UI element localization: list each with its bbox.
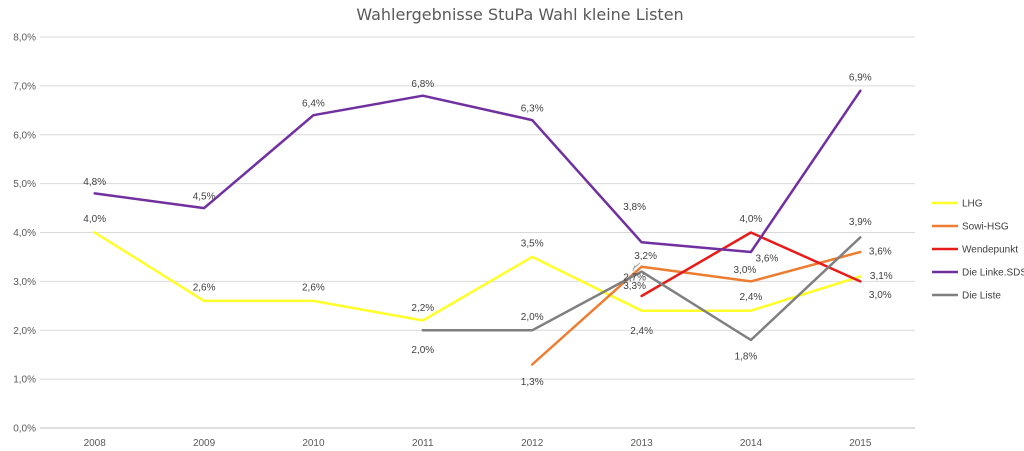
x-axis: 2008 2009 2010 2011 2012 2013 2014 2015: [84, 438, 872, 449]
leader-line: [632, 262, 641, 270]
x-tick-label: 2009: [193, 438, 216, 449]
x-tick-label: 2008: [84, 438, 107, 449]
series-line-3: [93, 89, 862, 254]
data-label: 2,0%: [411, 345, 434, 356]
y-tick-label: 8,0%: [13, 33, 36, 44]
series-line-2: [640, 231, 862, 298]
data-label: 3,6%: [756, 254, 779, 265]
data-label: 2,2%: [411, 303, 434, 314]
x-tick-label: 2011: [412, 438, 434, 449]
x-tick-label: 2013: [630, 438, 653, 449]
data-label: 2,0%: [521, 312, 544, 323]
y-tick-label: 7,0%: [13, 81, 36, 92]
x-tick-label: 2015: [849, 438, 872, 449]
data-label: 3,8%: [623, 202, 646, 213]
y-tick-label: 1,0%: [13, 375, 36, 386]
legend-label: Wendepunkt: [962, 245, 1018, 256]
x-tick-label: 2010: [302, 438, 325, 449]
data-label: 3,1%: [870, 271, 893, 282]
data-label: 1,3%: [521, 377, 544, 388]
data-label: 2,4%: [630, 326, 653, 337]
legend-label: LHG: [962, 199, 983, 210]
data-label: 3,0%: [734, 265, 757, 276]
data-label: 2,6%: [193, 282, 216, 293]
legend-label: Sowi-HSG: [962, 222, 1009, 233]
y-tick-label: 5,0%: [13, 179, 36, 190]
y-tick-label: 4,0%: [13, 228, 36, 239]
data-label: 6,3%: [521, 104, 544, 115]
data-label: 1,8%: [735, 352, 758, 363]
y-tick-label: 0,0%: [13, 424, 36, 435]
data-label: 3,5%: [521, 238, 544, 249]
data-label: 2,7%: [623, 273, 646, 284]
gridlines: [40, 36, 915, 429]
series-line-1: [530, 250, 862, 366]
legend-label: Die Linke.SDS: [962, 268, 1024, 279]
data-label: 4,5%: [193, 192, 216, 203]
data-label: 4,0%: [83, 214, 106, 225]
series-line-0: [93, 231, 862, 322]
data-label: 4,0%: [740, 214, 763, 225]
data-label: 3,0%: [869, 290, 892, 301]
data-label: 3,3%: [623, 281, 646, 292]
chart-title: Wahlergebnisse StuPa Wahl kleine Listen: [356, 5, 683, 24]
y-tick-label: 2,0%: [13, 326, 36, 337]
y-axis: 0,0% 1,0% 2,0% 3,0% 4,0% 5,0% 6,0% 7,0% 8,0%: [13, 33, 36, 435]
data-labels: 4,0% 2,6% 2,6% 2,2% 3,5% 2,4% 2,4% 3,1% 1,3% 3,3%…: [83, 72, 893, 388]
data-label: 3,9%: [849, 217, 872, 228]
series-line-4: [421, 236, 862, 342]
x-tick-label: 2014: [740, 438, 763, 449]
series-lines: [93, 89, 862, 366]
data-label: 4,8%: [83, 177, 106, 188]
data-label: 6,8%: [411, 79, 434, 90]
label-leader-lines: [632, 262, 641, 272]
data-label: 3,2%: [634, 251, 657, 262]
data-label: 3,6%: [869, 247, 892, 258]
x-tick-label: 2012: [521, 438, 544, 449]
data-label: 6,9%: [849, 72, 872, 83]
data-label: 6,4%: [302, 99, 325, 110]
legend-label: Die Liste: [962, 291, 1001, 302]
legend: LHG Sowi-HSG Wendepunkt Die Linke.SDS Die Li…: [932, 199, 1024, 302]
y-tick-label: 3,0%: [13, 277, 36, 288]
data-label: 2,6%: [302, 282, 325, 293]
y-tick-label: 6,0%: [13, 130, 36, 141]
data-label: 2,4%: [740, 292, 763, 303]
